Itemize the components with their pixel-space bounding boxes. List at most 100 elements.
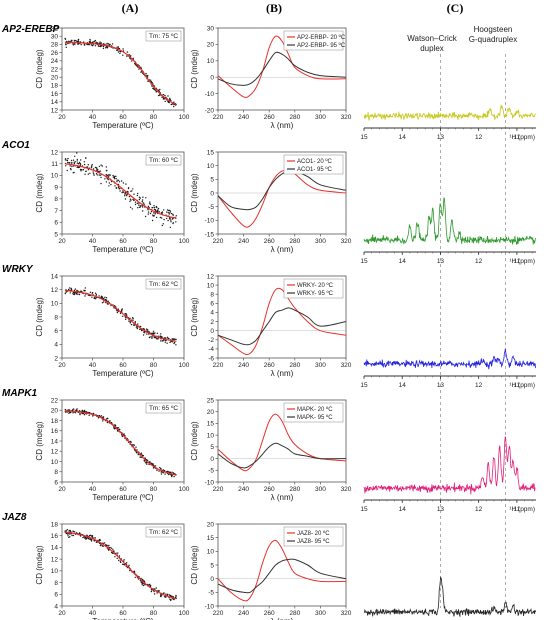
panel-b-1-xtick-label: 320 xyxy=(341,238,352,245)
panel-a-1-data-point xyxy=(167,209,168,210)
panel-a-1-data-point xyxy=(150,204,151,205)
panel-a-0-data-point xyxy=(101,42,102,43)
panel-a-0-tm-label: Tm: 75 ºC xyxy=(149,33,178,40)
panel-a-2-data-point xyxy=(167,337,168,338)
panel-a-4-ytick-label: 6 xyxy=(54,592,58,599)
panel-a-1-data-point xyxy=(73,172,74,173)
panel-a-3-data-point xyxy=(82,410,83,411)
panel-a-4-data-point xyxy=(142,584,143,585)
panel-a-2-data-point xyxy=(160,340,161,341)
panel-a-2-data-point xyxy=(160,335,161,336)
panel-a-1-data-point xyxy=(97,174,98,175)
panel-a-3-data-point xyxy=(76,408,77,409)
panel-a-4-ytick-label: 16 xyxy=(51,533,59,540)
panel-a-1-data-point xyxy=(124,195,125,196)
panel-b-1-legend-label-0: ACO1- 20 ºC xyxy=(297,158,333,165)
panel-a-3-data-point xyxy=(65,409,66,410)
panel-a-3-data-point xyxy=(84,414,85,415)
panel-b-0-ytick-label: 10 xyxy=(207,58,215,65)
panel-a-3-data-point xyxy=(102,420,103,421)
panel-a-2-ytick-label: 4 xyxy=(54,342,58,349)
panel-a-1-data-point xyxy=(125,198,126,199)
panel-a-2-ytick-label: 2 xyxy=(54,355,58,362)
panel-a-1-data-point xyxy=(73,160,74,161)
panel-a-1-data-point xyxy=(150,213,151,214)
panel-a-3-data-point xyxy=(171,476,172,477)
panel-a-4-data-point xyxy=(67,535,68,536)
panel-a-4-fit-line xyxy=(65,532,176,599)
panel-a-4-ytick-label: 12 xyxy=(51,556,59,563)
panel-b-4-legend-label-1: JAZ8- 95 ºC xyxy=(297,538,330,545)
panel-a-1-data-point xyxy=(100,175,101,176)
panel-a-1-data-point xyxy=(142,201,143,202)
panel-b-1-ylabel: CD (mdeg) xyxy=(190,173,199,212)
panel-a-1-data-point xyxy=(156,217,157,218)
panel-a-2-data-point xyxy=(135,321,136,322)
panel-b-4-ytick-label: -10 xyxy=(205,603,215,610)
panel-a-2-data-point xyxy=(169,342,170,343)
panel-a-2-xtick-label: 20 xyxy=(58,362,66,369)
panel-a-0-data-point xyxy=(122,55,123,56)
panel-a-2-data-point xyxy=(131,324,132,325)
panel-a-1-xtick-label: 100 xyxy=(179,238,190,245)
panel-a-1-data-point xyxy=(96,173,97,174)
panel-a-1-data-point xyxy=(108,185,109,186)
panel-b-3-ytick-label: 0 xyxy=(210,456,214,463)
panel-a-1-data-point xyxy=(140,197,141,198)
panel-a-0-data-point xyxy=(159,89,160,90)
panel-b-3-series-line-1 xyxy=(218,443,346,468)
panel-a-1-ytick-label: 6 xyxy=(54,220,58,227)
panel-a-0-ytick-label: 26 xyxy=(51,50,59,57)
panel-a-4-data-point xyxy=(99,540,100,541)
panel-a-1-data-point xyxy=(163,223,164,224)
panel-a-0-data-point xyxy=(92,41,93,42)
panel-a-3-data-point xyxy=(70,412,71,413)
panel-a-2-tm-label: Tm: 62 ºC xyxy=(149,281,178,288)
panel-b-3-ytick-label: 15 xyxy=(207,421,215,428)
panel-a-4-data-point xyxy=(134,571,135,572)
panel-a-2-data-point xyxy=(92,292,93,293)
panel-a-2-data-point xyxy=(165,342,166,343)
panel-b-1-xtick-label: 220 xyxy=(213,238,224,245)
panel-b-0-xtick-label: 300 xyxy=(315,114,326,121)
panel-a-2-ytick-label: 10 xyxy=(51,301,59,308)
panel-a-1-data-point xyxy=(80,159,81,160)
panel-a-1-data-point xyxy=(151,207,152,208)
panel-a-1-data-point xyxy=(92,164,93,165)
panel-a-4-data-point xyxy=(153,591,154,592)
panel-a-0-data-point xyxy=(153,89,154,90)
panel-a-4-data-point xyxy=(119,555,120,556)
panel-a-2-data-point xyxy=(101,297,102,298)
panel-a-1-data-point xyxy=(123,192,124,193)
panel-a-3-data-point xyxy=(86,411,87,412)
panel-a-1-ytick-label: 12 xyxy=(51,149,59,156)
panel-a-4-data-point xyxy=(114,556,115,557)
panel-a-4-tm-label: Tm: 62 ºC xyxy=(149,529,178,536)
panel-a-1-data-point xyxy=(76,152,77,153)
panel-a-1-data-point xyxy=(78,163,79,164)
panel-a-4-data-point xyxy=(86,535,87,536)
panel-a-3-data-point xyxy=(149,461,150,462)
panel-a-4-data-point xyxy=(69,533,70,534)
panel-a-1-data-point xyxy=(77,160,78,161)
panel-a-1-xtick-label: 60 xyxy=(119,238,127,245)
panel-a-2-data-point xyxy=(137,327,138,328)
panel-a-1-data-point xyxy=(84,161,85,162)
panel-a-4-xtick-label: 60 xyxy=(119,610,127,617)
panel-a-1-data-point xyxy=(170,219,171,220)
panel-a-0-data-point xyxy=(103,46,104,47)
panel-b-3-ytick-label: -10 xyxy=(205,479,215,486)
panel-a-1-data-point xyxy=(91,167,92,168)
panel-a-1-data-point xyxy=(125,183,126,184)
panel-a-0-data-point xyxy=(127,51,128,52)
panel-a-4-data-point xyxy=(123,559,124,560)
panel-a-3-ylabel: CD (mdeg) xyxy=(35,421,44,460)
panel-a-1-data-point xyxy=(80,170,81,171)
panel-a-3-ytick-label: 22 xyxy=(51,397,59,404)
panel-a-3-ytick-label: 16 xyxy=(51,428,59,435)
hoogsteen-label-line2: G-quadruplex xyxy=(469,35,517,44)
panel-a-1-data-point xyxy=(122,190,123,191)
panel-b-2-series-line-1 xyxy=(218,308,346,345)
panel-a-1-data-point xyxy=(148,211,149,212)
panel-b-3-xlabel: λ (nm) xyxy=(271,493,294,502)
